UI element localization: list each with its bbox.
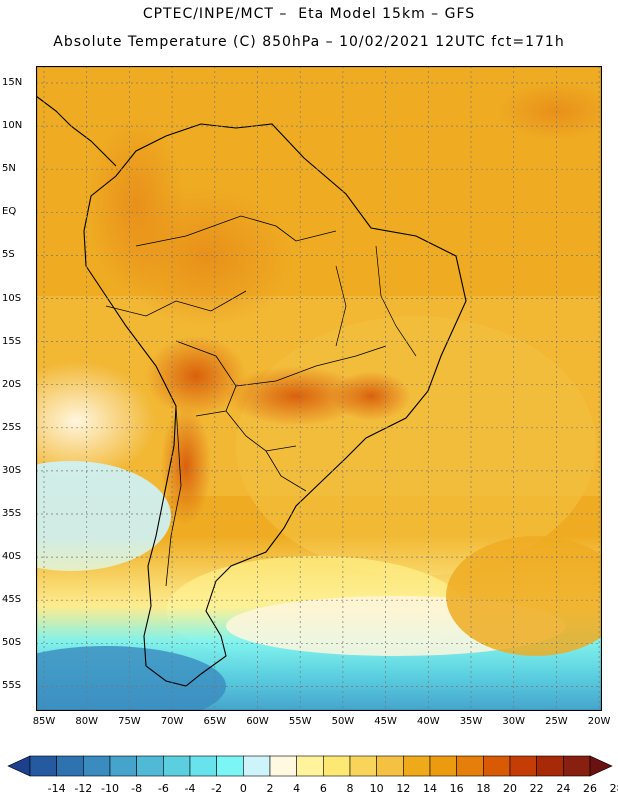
latitude-label: 25S xyxy=(2,421,22,433)
colorbar-tick-label: 2 xyxy=(266,782,274,795)
colorbar-tick-label: 12 xyxy=(396,782,411,795)
latitude-label: 55S xyxy=(2,680,22,692)
temperature-map xyxy=(36,66,602,711)
map-canvas xyxy=(36,66,602,711)
longitude-label: 75W xyxy=(118,716,141,727)
longitude-label: 35W xyxy=(459,716,483,727)
colorbar-tick-label: 26 xyxy=(583,782,597,795)
map-graticule xyxy=(36,66,602,711)
colorbar-tick-label: -6 xyxy=(157,782,169,795)
colorbar-tick-label: 16 xyxy=(449,782,464,795)
border-north xyxy=(135,215,337,247)
longitude-label: 55W xyxy=(288,716,312,727)
longitude-label: 45W xyxy=(374,716,397,727)
latitude-label: 15N xyxy=(2,77,23,88)
latitude-label: 50S xyxy=(2,637,22,649)
colorbar-swatch xyxy=(56,755,84,777)
colorbar-swatch xyxy=(296,755,324,777)
colorbar-swatch xyxy=(563,755,591,777)
colorbar-swatch xyxy=(509,755,537,777)
colorbar-swatch xyxy=(483,755,511,777)
longitude-label: 80W xyxy=(75,716,98,727)
map-title-line2: Absolute Temperature (C) 850hPa – 10/02/… xyxy=(53,34,565,50)
colorbar-swatch xyxy=(269,755,297,777)
longitude-label: 20W xyxy=(587,716,611,727)
longitude-label: 25W xyxy=(545,716,568,727)
temp-pale-pacific xyxy=(36,361,156,481)
latitude-label: 40S xyxy=(2,551,22,563)
temp-warm-southeast xyxy=(446,536,602,656)
temp-hot-andes-south xyxy=(161,406,211,526)
temp-warm-andes-north xyxy=(86,116,186,296)
colorbar-tick-label: 22 xyxy=(529,782,544,795)
colorbar-swatch xyxy=(536,755,564,777)
latitude-label: 5N xyxy=(2,163,16,175)
colorbar-tick-label: 14 xyxy=(423,782,437,795)
longitude-label: 40W xyxy=(416,716,440,727)
colorbar-left-arrow xyxy=(7,755,31,777)
colorbar-swatch xyxy=(109,755,137,777)
colorbar-swatch xyxy=(189,755,217,777)
colorbar-tick-label: 18 xyxy=(476,782,491,795)
colorbar-tick-label: -2 xyxy=(211,782,223,795)
colorbar-tick-label: 28 xyxy=(609,782,618,795)
latitude-label: 10N xyxy=(2,120,23,132)
latitude-label: 10S xyxy=(2,292,22,304)
colorbar-swatch xyxy=(349,755,377,777)
colorbar-tick-label: 20 xyxy=(503,782,517,795)
latitude-label: 20S xyxy=(2,378,22,390)
colorbar xyxy=(0,748,618,800)
colorbar-swatch xyxy=(216,755,244,777)
latitude-label: 5S xyxy=(2,249,15,261)
latitude-label: 35S xyxy=(2,508,22,519)
map-frame-border xyxy=(36,66,602,711)
border-brazil-internal xyxy=(335,245,417,357)
colorbar-swatch xyxy=(323,755,351,777)
latitude-label: 30S xyxy=(2,464,22,476)
colorbar-tick-label: 8 xyxy=(346,782,354,795)
colorbar-swatch xyxy=(83,755,111,777)
longitude-label: 65W xyxy=(203,716,227,727)
latitude-label: EQ xyxy=(2,206,17,218)
colorbar-swatch xyxy=(376,755,404,777)
colorbar-swatches xyxy=(7,755,613,777)
longitude-label: 85W xyxy=(32,716,56,727)
colorbar-tick-label: -10 xyxy=(101,782,119,795)
map-title-line1: CPTEC/INPE/MCT – Eta Model 15km – GFS xyxy=(142,6,476,22)
latitude-label: 15S xyxy=(2,335,22,347)
temp-hot-southeast-brazil xyxy=(226,366,366,426)
longitude-label: 30W xyxy=(502,716,525,727)
colorbar-swatch xyxy=(29,755,57,777)
colorbar-tick-label: -14 xyxy=(47,782,66,795)
colorbar-tick-label: 24 xyxy=(556,782,571,795)
colorbar-tick-label: 6 xyxy=(319,782,327,795)
longitude-label: 60W xyxy=(246,716,269,727)
colorbar-tick-label: -8 xyxy=(131,782,143,795)
colorbar-swatch xyxy=(456,755,484,777)
colorbar-swatch xyxy=(163,755,191,777)
colorbar-swatch xyxy=(403,755,431,777)
longitude-label: 50W xyxy=(331,716,355,727)
temp-hot-minas xyxy=(331,371,411,421)
colorbar-swatch xyxy=(429,755,457,777)
border-chile-argentina xyxy=(165,405,182,587)
central-america-coastline xyxy=(36,95,117,167)
colorbar-tick-label: 10 xyxy=(369,782,384,795)
border-brazil-states xyxy=(235,345,387,387)
colorbar-right-arrow xyxy=(589,755,613,777)
colorbar-tick-label: 4 xyxy=(293,782,301,795)
colorbar-tick-label: -4 xyxy=(184,782,196,795)
colorbar-swatch xyxy=(136,755,164,777)
border-uruguay xyxy=(265,450,307,492)
colorbar-tick-label: -12 xyxy=(74,782,93,795)
colorbar-tick-label: 0 xyxy=(239,782,247,795)
latitude-label: 45S xyxy=(2,594,22,606)
longitude-label: 70W xyxy=(160,716,184,727)
colorbar-swatch xyxy=(243,755,271,777)
border-peru-brazil xyxy=(105,290,247,317)
border-paraguay xyxy=(225,410,297,452)
south-america-coastline xyxy=(83,123,467,687)
temp-cold-southwest xyxy=(36,646,226,711)
